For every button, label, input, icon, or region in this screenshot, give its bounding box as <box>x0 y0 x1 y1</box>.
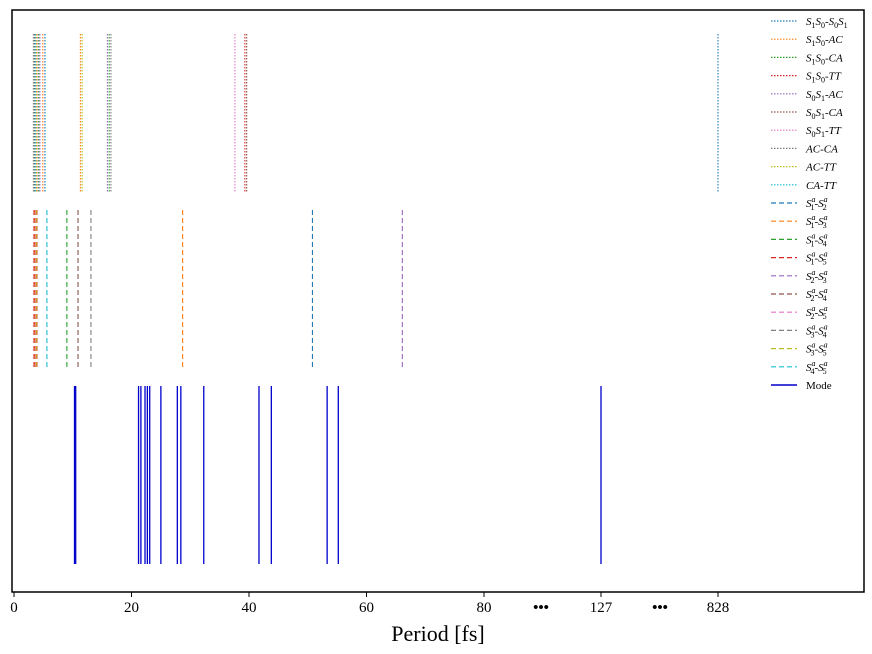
legend-label-s1a-s5a: Sa 1-Sa 5 <box>806 250 828 267</box>
x-tick-label-2: 40 <box>242 600 257 616</box>
x-axis-label: Period [fs] <box>391 621 484 646</box>
legend-label-s2a-s5a: Sa 2-Sa 5 <box>806 304 828 321</box>
legend-label-ac-tt: AC-TT <box>805 162 837 174</box>
axis-break-mark-0: ••• <box>533 600 549 616</box>
x-tick-label-3: 60 <box>359 600 374 616</box>
legend-label-s1a-s4a: Sa 1-Sa 4 <box>806 231 828 248</box>
legend-label-s2a-s3a: Sa 2-Sa 3 <box>806 268 828 285</box>
x-tick-label-4: 80 <box>477 600 492 616</box>
x-tick-label-6: 828 <box>707 600 730 616</box>
legend-label-s1a-s3a: Sa 1-Sa 3 <box>806 213 828 230</box>
legend-label-s1s0-ca: S1S0-CA <box>806 52 843 66</box>
x-axis: 0 20 40 60 80 127 828 ••• ••• <box>10 592 729 616</box>
x-tick-label-1: 20 <box>124 600 139 616</box>
legend-label-ca-tt: CA-TT <box>806 180 837 192</box>
legend-label-s4a-s5a: Sa 4-Sa 5 <box>806 359 828 376</box>
x-tick-label-5: 127 <box>590 600 613 616</box>
legend-label-s1a-s2a: Sa 1-Sa 2 <box>806 195 828 212</box>
legend-label-s3a-s5a: Sa 3-Sa 5 <box>806 341 828 358</box>
legend-label-s2a-s4a: Sa 2-Sa 4 <box>806 286 828 303</box>
legend-label-s3a-s4a: Sa 3-Sa 4 <box>806 322 828 339</box>
plot-frame <box>11 9 865 593</box>
chart-marks <box>32 34 719 564</box>
legend-label-s0s1-ac: S0S1-AC <box>806 89 843 103</box>
x-tick-label-0: 0 <box>10 600 18 616</box>
legend-label-mode: Mode <box>806 380 832 392</box>
legend-label-s1s0-tt: S1S0-TT <box>806 71 842 85</box>
legend: S1S0-S0S1 S1S0-AC S1S0-CA S1S0-TT S0S1-AC S0S… <box>771 16 848 392</box>
legend-label-s0s1-ca: S0S1-CA <box>806 107 843 121</box>
legend-label-s1s0-ac: S1S0-AC <box>806 34 843 48</box>
axis-break-mark-1: ••• <box>652 600 668 616</box>
legend-label-s0s1-tt: S0S1-TT <box>806 125 842 139</box>
legend-label-s1s0-s0s1: S1S0-S0S1 <box>806 16 848 30</box>
legend-label-ac-ca: AC-CA <box>805 143 838 155</box>
